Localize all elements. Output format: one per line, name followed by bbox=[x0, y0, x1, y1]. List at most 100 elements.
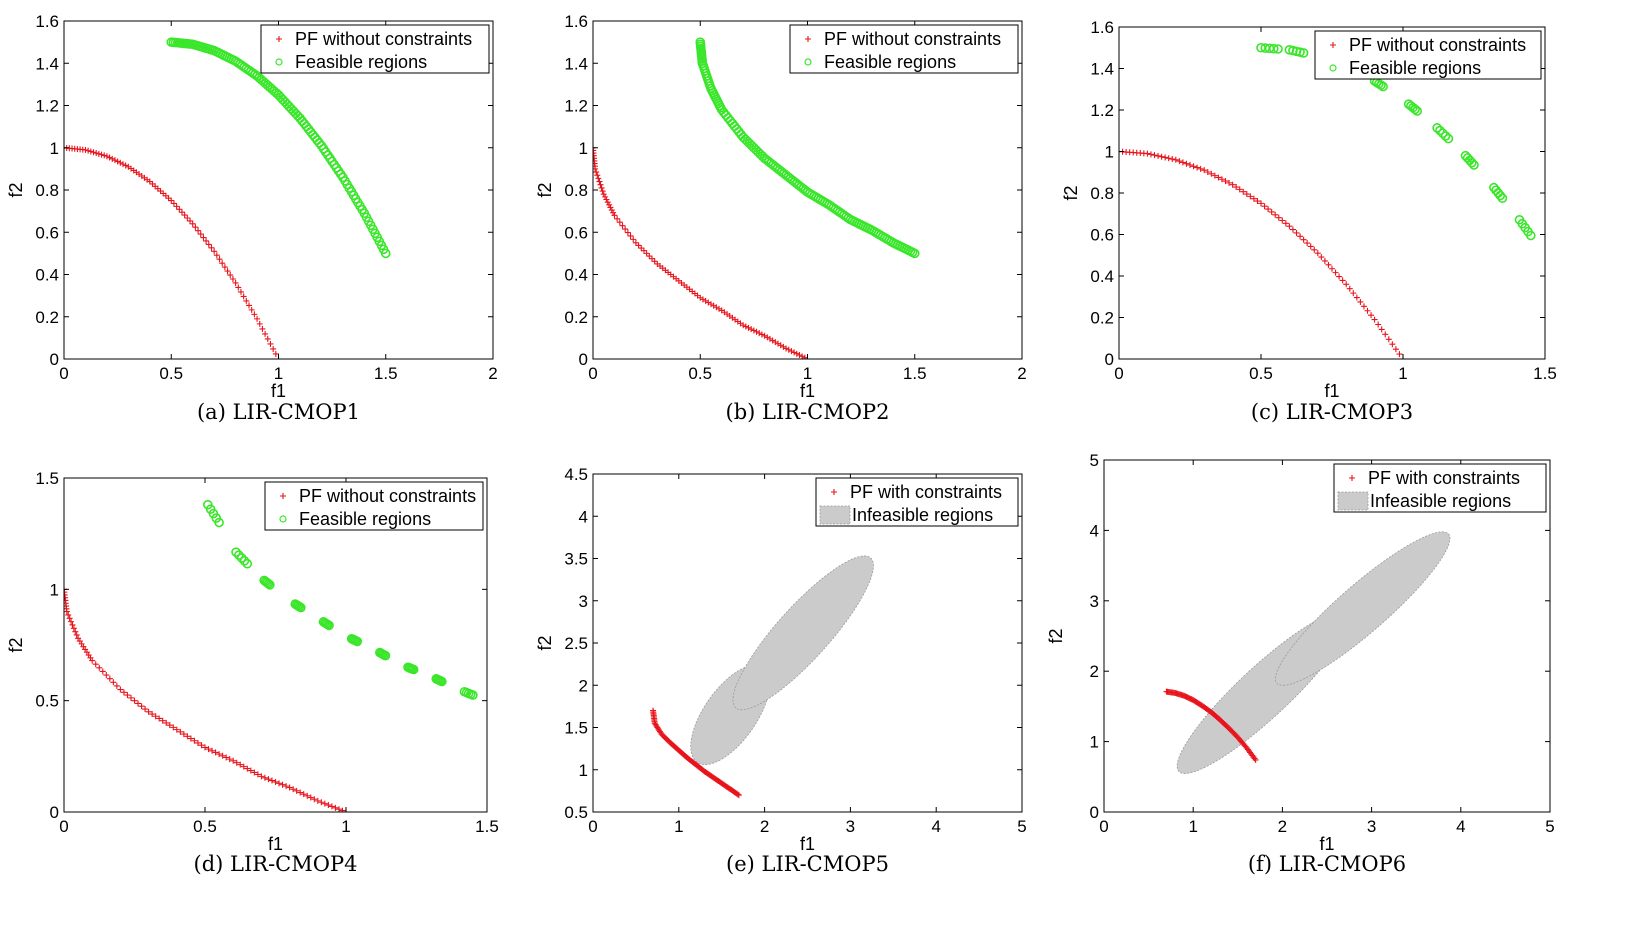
y-tick-label: 0.5 bbox=[35, 692, 59, 711]
legend-pf-marker bbox=[1349, 475, 1355, 481]
pf-point bbox=[1368, 312, 1375, 319]
pf-point bbox=[599, 188, 606, 195]
pf-point bbox=[168, 197, 175, 204]
caption-lir-cmop6: (f) LIR-CMOP6 bbox=[1247, 852, 1407, 876]
plot-area bbox=[650, 555, 874, 799]
pf-point bbox=[131, 697, 138, 704]
pf-point bbox=[643, 250, 650, 257]
x-tick-label: 0.5 bbox=[193, 817, 217, 836]
y-tick-label: 0.6 bbox=[35, 223, 59, 242]
pf-point bbox=[1364, 307, 1371, 314]
legend-label: PF without constraints bbox=[295, 29, 472, 49]
pf-point bbox=[92, 661, 99, 668]
pf-point bbox=[187, 735, 194, 742]
y-tick-label: 1 bbox=[579, 761, 588, 780]
x-tick-label: 0 bbox=[588, 817, 597, 836]
pf-point bbox=[221, 264, 228, 271]
legend-pf-marker bbox=[805, 36, 811, 42]
pf-point bbox=[1289, 226, 1296, 233]
pf-point bbox=[117, 686, 124, 693]
feasible-point bbox=[234, 550, 244, 560]
feasible-point bbox=[1376, 80, 1386, 90]
pf-point bbox=[627, 232, 634, 239]
y-tick-label: 1 bbox=[1090, 733, 1099, 752]
pf-point bbox=[603, 196, 610, 203]
pf-point bbox=[604, 199, 611, 206]
pf-point bbox=[632, 239, 639, 246]
pf-point bbox=[1233, 184, 1240, 191]
y-tick-label: 1.2 bbox=[1090, 101, 1114, 120]
y-tick-label: 1.5 bbox=[564, 719, 588, 738]
pf-point bbox=[200, 234, 207, 241]
x-tick-label: 0.5 bbox=[1249, 364, 1273, 383]
y-tick-label: 0 bbox=[50, 803, 59, 822]
pf-point bbox=[1250, 195, 1257, 202]
pf-point bbox=[82, 146, 89, 153]
pf-point bbox=[99, 668, 106, 675]
feasible-point bbox=[909, 248, 920, 259]
pf-point bbox=[651, 258, 658, 265]
caption-lir-cmop5: (e) LIR-CMOP5 bbox=[726, 852, 889, 876]
pf-point bbox=[635, 242, 642, 249]
pf-point bbox=[314, 797, 321, 804]
pf-point bbox=[103, 153, 110, 160]
legend-infeasible-marker bbox=[1337, 491, 1369, 511]
pf-point bbox=[1293, 229, 1300, 236]
x-tick-label: 1 bbox=[1188, 817, 1197, 836]
pf-point bbox=[783, 345, 790, 352]
pf-point bbox=[205, 241, 212, 248]
legend-feasible-marker bbox=[804, 58, 812, 66]
pf-point bbox=[187, 217, 194, 224]
y-tick-label: 1.2 bbox=[35, 97, 59, 116]
pf-point bbox=[230, 757, 237, 764]
pf-point bbox=[1382, 331, 1389, 338]
legend-box bbox=[789, 24, 1019, 74]
pf-point bbox=[156, 715, 163, 722]
pf-point bbox=[1258, 200, 1264, 207]
legend: PF without constraints Feasible regions bbox=[260, 24, 490, 74]
pf-point bbox=[120, 689, 127, 696]
legend-label: PF without constraints bbox=[299, 486, 476, 506]
infeasible-region bbox=[1275, 531, 1451, 686]
pf-point bbox=[93, 150, 100, 157]
pf-point bbox=[64, 608, 70, 615]
pf-point bbox=[1155, 152, 1162, 159]
legend-label: Feasible regions bbox=[299, 509, 431, 529]
pf-point bbox=[106, 154, 113, 161]
feasible-point bbox=[1273, 44, 1283, 54]
pf-point bbox=[1311, 246, 1318, 253]
pf-point bbox=[756, 330, 763, 337]
pf-point bbox=[205, 746, 212, 753]
legend-pf-marker bbox=[276, 36, 282, 42]
x-axis-label: f1 bbox=[800, 834, 815, 854]
pf-point bbox=[1226, 179, 1233, 186]
pf-point bbox=[73, 631, 80, 638]
feasible-point bbox=[1437, 128, 1448, 139]
feasible-point bbox=[265, 580, 275, 590]
pf-point bbox=[742, 323, 749, 330]
pf-point bbox=[1176, 158, 1183, 165]
pf-point bbox=[1321, 257, 1328, 264]
y-tick-label: 1.6 bbox=[1090, 18, 1114, 37]
pf-point bbox=[68, 618, 75, 625]
x-tick-label: 1.5 bbox=[1533, 364, 1557, 383]
pf-point bbox=[95, 150, 102, 157]
pf-point bbox=[270, 345, 277, 352]
legend-label: PF without constraints bbox=[1349, 35, 1526, 55]
y-tick-label: 1.4 bbox=[35, 54, 59, 73]
y-tick-label: 0 bbox=[50, 350, 59, 369]
pf-point bbox=[1252, 756, 1259, 763]
pf-point bbox=[180, 731, 187, 738]
pf-point bbox=[598, 184, 605, 191]
x-tick-label: 5 bbox=[1017, 817, 1026, 836]
y-tick-label: 0.2 bbox=[564, 308, 588, 327]
legend-feasible-marker bbox=[1329, 64, 1337, 72]
pf-point bbox=[1151, 152, 1158, 159]
pf-point bbox=[648, 255, 655, 262]
pf-point bbox=[98, 151, 105, 158]
pf-point bbox=[265, 776, 272, 783]
pf-point bbox=[184, 733, 191, 740]
x-tick-label: 3 bbox=[1367, 817, 1376, 836]
